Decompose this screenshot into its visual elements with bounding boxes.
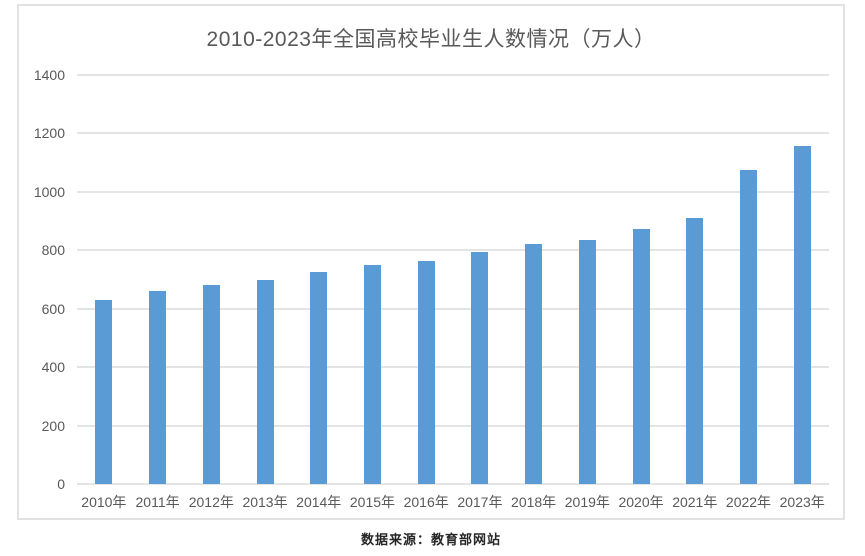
bar <box>578 240 596 484</box>
x-tick-label: 2010年 <box>81 494 127 510</box>
x-tick-label: 2016年 <box>403 494 449 510</box>
x-tick-label: 2020年 <box>618 494 664 510</box>
y-tick-label: 400 <box>41 359 65 376</box>
bar <box>363 265 381 484</box>
bar <box>417 260 435 484</box>
x-tick-label: 2012年 <box>188 494 234 510</box>
data-source-note: 数据来源：教育部网站 <box>360 532 501 547</box>
y-tick-label: 1200 <box>33 125 65 142</box>
chart-title: 2010-2023年全国高校毕业生人数情况（万人） <box>206 28 656 51</box>
bar <box>202 285 220 484</box>
y-tick-label: 1400 <box>33 67 65 83</box>
x-tick-label: 2014年 <box>296 494 342 510</box>
bar <box>95 299 113 484</box>
x-tick-label: 2021年 <box>672 494 718 510</box>
gridline <box>77 132 829 135</box>
bar <box>256 279 274 484</box>
x-axis-labels: 2010年 2011年 2012年 2013年 2014年 2015年 2016年 2017年… <box>77 488 829 512</box>
bar <box>310 271 328 484</box>
plot-area <box>77 74 829 485</box>
bar <box>739 169 757 484</box>
gridline <box>77 74 829 76</box>
bar <box>471 251 489 484</box>
bar <box>525 244 543 484</box>
x-tick-label: 2022年 <box>725 494 772 510</box>
gridline <box>77 366 829 369</box>
y-tick-label: 200 <box>41 417 65 434</box>
gridline <box>77 307 829 310</box>
y-tick-label: 0 <box>57 476 65 492</box>
y-tick-label: 800 <box>41 242 65 259</box>
x-tick-label: 2023年 <box>779 494 825 510</box>
bar <box>793 145 811 484</box>
gridline <box>77 483 829 485</box>
bar <box>686 218 704 484</box>
gridline <box>77 424 829 427</box>
bar <box>632 228 650 484</box>
chart-frame: 2010-2023年全国高校毕业生人数情况（万人） 0 200 400 600 800 1… <box>17 4 845 520</box>
x-tick-label: 2013年 <box>242 494 288 510</box>
x-tick-label: 2011年 <box>135 494 180 510</box>
x-tick-label: 2019年 <box>564 494 610 510</box>
x-tick-label: 2015年 <box>349 494 396 510</box>
gridline <box>77 249 829 252</box>
x-tick-label: 2017年 <box>457 494 503 510</box>
y-tick-label: 1000 <box>33 183 65 200</box>
y-axis-labels: 0 200 400 600 800 1000 1200 1400 <box>19 67 65 492</box>
bar <box>149 291 167 484</box>
y-tick-label: 600 <box>41 300 65 317</box>
gridline <box>77 190 829 193</box>
x-tick-label: 2018年 <box>511 494 557 510</box>
